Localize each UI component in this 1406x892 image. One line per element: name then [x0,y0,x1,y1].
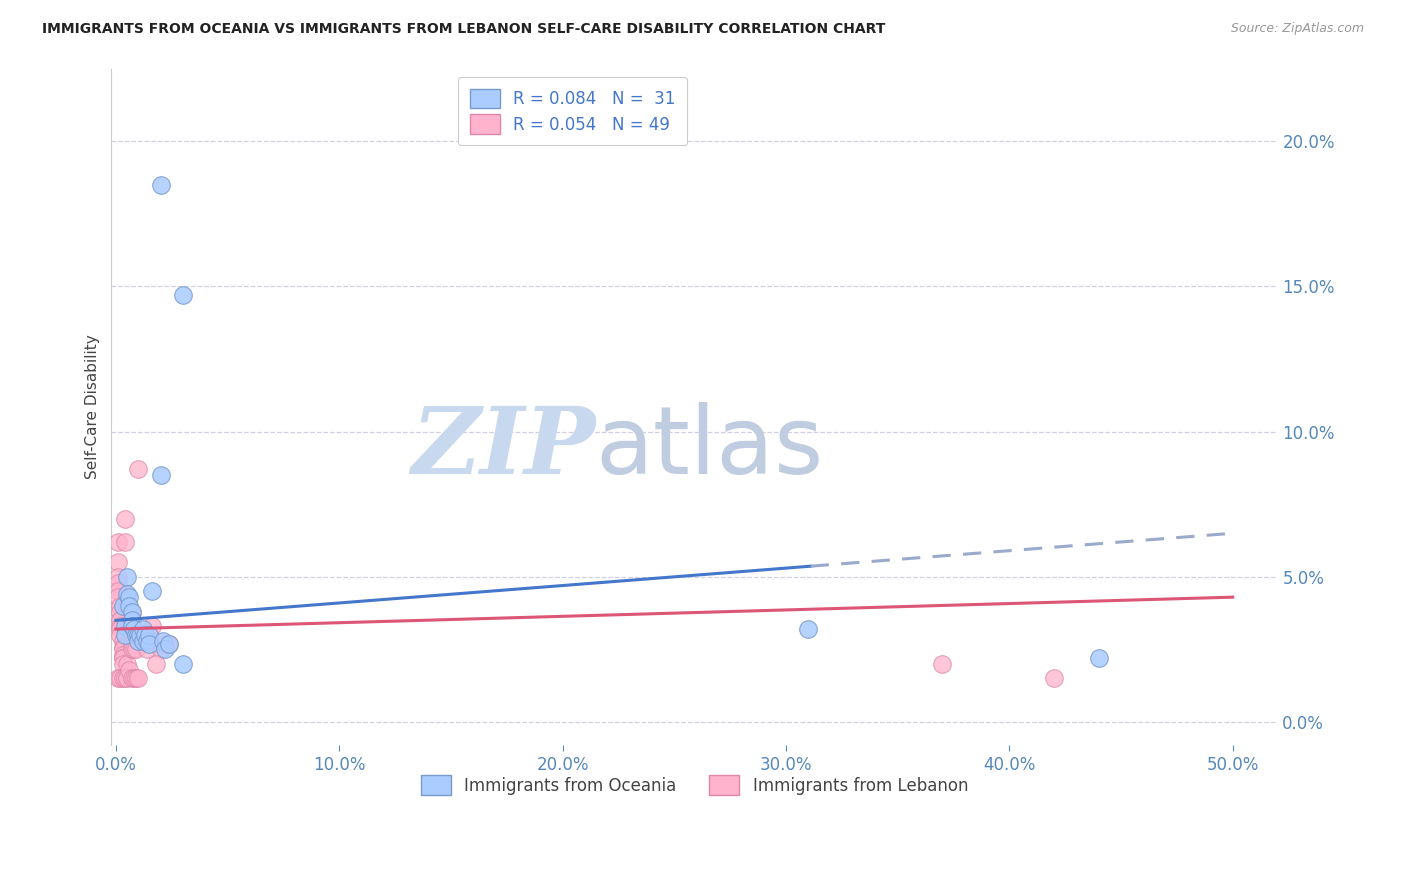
Point [118,622,141,636]
Point [107,575,129,590]
Point [138,637,160,651]
Point [107,590,129,604]
Point [121,605,143,619]
Point [110,605,132,619]
Point [136,633,159,648]
Point [115,657,138,671]
Point [149,642,172,657]
Point [797,622,820,636]
Point [121,672,143,686]
Point [153,637,176,651]
Point [121,642,143,657]
Point [127,672,149,686]
Point [172,657,194,671]
Point [114,512,136,526]
Point [107,555,129,569]
Legend: Immigrants from Oceania, Immigrants from Lebanon: Immigrants from Oceania, Immigrants from… [411,765,979,805]
Point [122,642,145,657]
Point [118,663,141,677]
Point [152,633,174,648]
Point [121,637,143,651]
Point [111,640,134,654]
Text: IMMIGRANTS FROM OCEANIA VS IMMIGRANTS FROM LEBANON SELF-CARE DISABILITY CORRELAT: IMMIGRANTS FROM OCEANIA VS IMMIGRANTS FR… [42,22,886,37]
Point [149,178,172,192]
Point [141,584,163,599]
Point [127,462,149,476]
Point [118,599,141,613]
Point [127,633,149,648]
Point [107,672,129,686]
Point [122,672,145,686]
Point [125,642,148,657]
Point [118,590,141,604]
Point [159,637,181,651]
Point [121,605,143,619]
Point [127,628,149,642]
Point [111,672,134,686]
Point [1087,651,1109,665]
Point [110,672,132,686]
Point [172,288,194,302]
Point [115,570,138,584]
Point [138,628,160,642]
Point [107,584,129,599]
Point [149,468,172,483]
Point [111,657,134,671]
Text: atlas: atlas [595,401,824,493]
Point [121,619,143,633]
Point [134,628,156,642]
Point [122,622,145,636]
Point [114,619,136,633]
Point [145,657,167,671]
Point [114,672,136,686]
Point [110,614,132,628]
Point [115,599,138,613]
Point [159,637,181,651]
Point [107,570,129,584]
Point [114,628,136,642]
Point [111,642,134,657]
Point [136,642,159,657]
Text: ZIP: ZIP [411,402,595,492]
Point [111,633,134,648]
Point [134,628,156,642]
Point [115,587,138,601]
Y-axis label: Self-Care Disability: Self-Care Disability [86,334,100,479]
Point [111,599,134,613]
Point [111,651,134,665]
Point [111,648,134,663]
Point [115,672,138,686]
Point [110,619,132,633]
Point [931,657,953,671]
Point [153,642,176,657]
Point [131,622,153,636]
Text: Source: ZipAtlas.com: Source: ZipAtlas.com [1230,22,1364,36]
Point [110,599,132,613]
Point [141,619,163,633]
Point [111,651,134,665]
Point [110,628,132,642]
Point [121,614,143,628]
Point [125,672,148,686]
Point [110,622,132,636]
Point [114,535,136,549]
Point [107,535,129,549]
Point [1043,672,1066,686]
Point [129,628,152,642]
Point [125,628,148,642]
Point [131,633,153,648]
